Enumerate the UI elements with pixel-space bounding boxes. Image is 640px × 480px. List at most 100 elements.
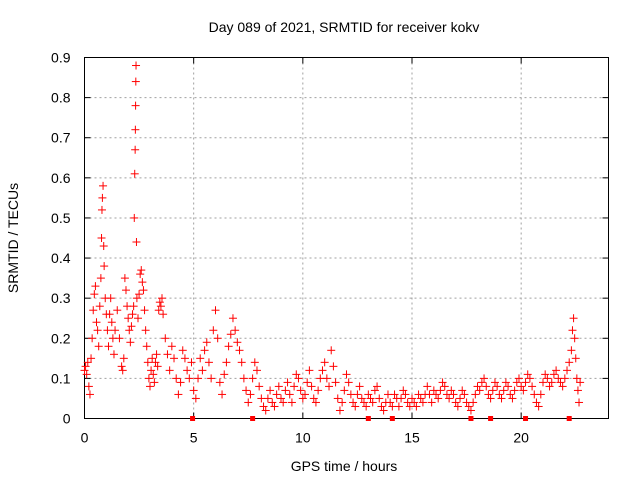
data-point xyxy=(568,326,577,335)
data-point xyxy=(133,314,142,323)
axis-marker xyxy=(468,416,474,421)
data-point xyxy=(480,374,489,383)
data-point xyxy=(159,310,168,319)
data-point xyxy=(200,346,209,355)
data-point xyxy=(287,398,296,407)
x-tick-label: 15 xyxy=(404,430,420,446)
data-point xyxy=(270,402,279,411)
data-point xyxy=(432,390,441,399)
data-point xyxy=(364,390,373,399)
data-point xyxy=(138,278,147,287)
data-point xyxy=(103,326,112,335)
data-point xyxy=(438,378,447,387)
data-point xyxy=(563,366,572,375)
data-point xyxy=(290,382,299,391)
data-point xyxy=(228,314,237,323)
data-point xyxy=(447,386,456,395)
data-point xyxy=(194,374,203,383)
data-point xyxy=(224,342,233,351)
data-point xyxy=(143,358,152,367)
data-point xyxy=(165,366,174,375)
data-point xyxy=(277,394,285,403)
data-point xyxy=(506,390,515,399)
data-point xyxy=(303,378,312,387)
y-tick-label: 0.3 xyxy=(51,290,71,306)
data-point xyxy=(368,398,377,407)
data-point xyxy=(272,390,281,399)
data-point xyxy=(140,306,149,315)
y-tick-label: 0.8 xyxy=(51,90,71,106)
data-point xyxy=(464,402,473,411)
data-point xyxy=(412,402,421,411)
data-point xyxy=(198,366,207,375)
data-point xyxy=(83,358,92,367)
data-point xyxy=(499,386,508,395)
data-point xyxy=(488,386,497,395)
data-point xyxy=(394,402,403,411)
data-point xyxy=(99,242,108,251)
data-point xyxy=(338,398,347,407)
data-point xyxy=(501,378,510,387)
data-point xyxy=(242,386,251,395)
data-point xyxy=(117,362,126,371)
chart-title: Day 089 of 2021, SRMTID for receiver kok… xyxy=(209,19,480,35)
data-point xyxy=(125,326,134,335)
data-point xyxy=(379,406,388,415)
data-point xyxy=(191,394,200,403)
axis-marker xyxy=(523,416,529,421)
data-point xyxy=(571,354,580,363)
y-tick-label: 0.6 xyxy=(51,170,71,186)
data-point xyxy=(401,390,410,399)
data-point xyxy=(534,402,543,411)
y-tick-label: 0.9 xyxy=(51,50,71,66)
data-point xyxy=(449,390,458,399)
y-tick-label: 0.4 xyxy=(51,250,71,266)
data-point xyxy=(399,386,408,395)
data-point xyxy=(525,374,534,383)
data-point xyxy=(170,354,179,363)
data-point xyxy=(106,294,115,303)
data-point xyxy=(451,398,460,407)
data-point xyxy=(327,346,336,355)
data-point xyxy=(149,370,158,379)
data-point xyxy=(279,398,288,407)
data-point xyxy=(222,358,231,367)
data-point xyxy=(294,374,303,383)
y-tick-label: 0.2 xyxy=(51,330,71,346)
data-point xyxy=(359,398,368,407)
data-point xyxy=(261,406,270,415)
data-point xyxy=(142,342,151,351)
data-point xyxy=(82,370,91,379)
data-point xyxy=(314,386,323,395)
data-point xyxy=(490,378,499,387)
data-point xyxy=(104,342,113,351)
data-point xyxy=(283,378,292,387)
data-point xyxy=(320,358,329,367)
y-tick-label: 0.7 xyxy=(51,130,71,146)
data-point xyxy=(528,382,537,391)
data-point xyxy=(250,358,259,367)
data-point xyxy=(132,238,141,247)
axis-marker xyxy=(190,416,196,421)
data-point xyxy=(373,382,382,391)
data-point xyxy=(342,370,351,379)
data-point xyxy=(220,370,229,379)
data-point xyxy=(466,406,475,415)
data-point xyxy=(91,282,100,291)
data-point xyxy=(353,390,362,399)
data-point xyxy=(510,386,519,395)
data-point xyxy=(301,390,310,399)
data-point xyxy=(92,318,101,327)
data-point xyxy=(322,374,331,383)
data-point xyxy=(427,398,436,407)
data-point xyxy=(126,338,135,347)
data-point xyxy=(141,326,150,335)
data-point xyxy=(137,266,146,275)
data-point xyxy=(305,366,314,375)
data-point xyxy=(118,366,127,375)
data-point xyxy=(362,402,371,411)
data-point xyxy=(567,346,576,355)
data-point xyxy=(153,362,162,371)
y-axis-label: SRMTID / TECUs xyxy=(5,183,21,293)
data-point xyxy=(89,306,98,315)
